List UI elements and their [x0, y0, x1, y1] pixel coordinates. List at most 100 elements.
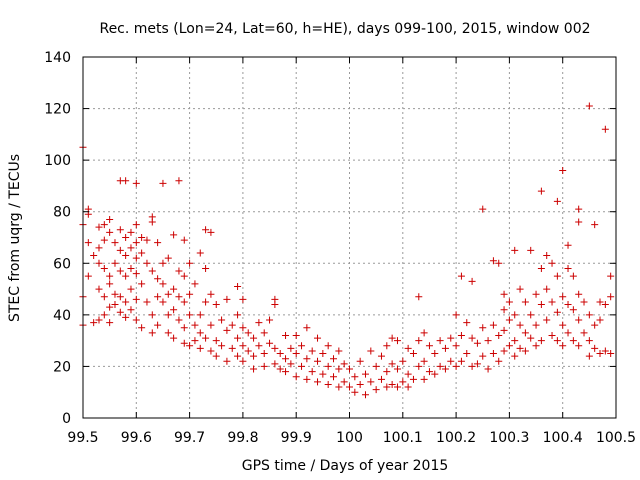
data-point	[346, 365, 353, 373]
data-point	[100, 311, 108, 319]
data-point	[569, 272, 577, 280]
data-point	[180, 298, 188, 306]
data-point	[196, 329, 204, 337]
data-point	[505, 298, 513, 306]
data-point	[111, 301, 119, 309]
data-point	[287, 344, 295, 352]
data-point	[308, 368, 316, 376]
data-point	[202, 264, 210, 272]
data-point	[335, 347, 343, 355]
data-point	[271, 344, 279, 352]
y-tick-label: 40	[53, 308, 71, 324]
data-point	[505, 342, 513, 350]
data-point	[404, 344, 412, 352]
y-tick-label: 0	[62, 411, 71, 427]
data-point	[303, 355, 311, 363]
data-point	[351, 373, 359, 381]
data-point	[116, 226, 124, 234]
data-point	[495, 259, 503, 267]
data-point	[170, 231, 178, 239]
data-point	[393, 337, 401, 345]
data-point	[234, 311, 242, 319]
data-point	[543, 252, 551, 260]
data-point	[372, 386, 380, 394]
data-point	[132, 239, 140, 247]
data-point	[537, 301, 545, 309]
data-point	[164, 254, 172, 262]
data-point	[202, 334, 210, 342]
data-point	[148, 311, 156, 319]
data-point	[90, 252, 98, 260]
data-point	[191, 337, 199, 345]
data-point	[239, 295, 247, 303]
data-point	[575, 290, 583, 298]
y-tick-label: 120	[44, 102, 71, 118]
data-point	[569, 306, 577, 314]
data-point	[180, 339, 188, 347]
data-point	[154, 239, 162, 247]
data-point	[170, 334, 178, 342]
data-point	[601, 301, 609, 309]
data-point	[324, 362, 332, 370]
data-point	[303, 324, 311, 332]
data-point	[159, 179, 167, 187]
data-point	[601, 347, 609, 355]
data-point	[196, 249, 204, 257]
data-point	[607, 293, 615, 301]
data-point	[132, 254, 140, 262]
data-point	[607, 272, 615, 280]
data-point	[559, 342, 567, 350]
data-point	[393, 365, 401, 373]
data-point	[170, 285, 178, 293]
data-point	[202, 226, 210, 234]
data-point	[415, 293, 423, 301]
data-point	[532, 321, 540, 329]
data-point	[543, 316, 551, 324]
data-point	[282, 368, 290, 376]
data-point	[585, 311, 593, 319]
data-point	[95, 285, 103, 293]
data-point	[106, 215, 114, 223]
data-point	[404, 383, 412, 391]
data-point	[511, 311, 519, 319]
data-point	[138, 324, 146, 332]
data-point	[441, 365, 449, 373]
data-point	[266, 316, 274, 324]
data-point	[276, 350, 284, 358]
data-point	[324, 342, 332, 350]
data-point	[351, 388, 359, 396]
data-point	[143, 298, 151, 306]
data-point	[116, 246, 124, 254]
data-point	[468, 334, 476, 342]
data-point	[420, 329, 428, 337]
data-point	[324, 380, 332, 388]
data-point	[180, 236, 188, 244]
data-point	[223, 326, 231, 334]
data-point	[559, 321, 567, 329]
data-point	[495, 357, 503, 365]
data-point	[287, 360, 295, 368]
data-point	[495, 331, 503, 339]
data-point	[473, 360, 481, 368]
data-point	[303, 375, 311, 383]
data-point	[100, 236, 108, 244]
data-point	[207, 347, 215, 355]
data-point	[425, 342, 433, 350]
data-point	[383, 342, 391, 350]
y-axis-label: STEC from uqrg / TECUs	[7, 154, 23, 322]
data-point	[500, 326, 508, 334]
data-point	[84, 272, 92, 280]
data-point	[196, 344, 204, 352]
data-point	[361, 370, 369, 378]
data-point	[154, 293, 162, 301]
x-tick-labels: 99.5 99.6 99.7 99.8 99.9 100 100.1 100.2 100.3 10…	[67, 430, 636, 446]
x-tick-label: 99.6	[121, 430, 152, 446]
data-point	[138, 234, 146, 241]
data-point	[180, 324, 188, 332]
data-point	[457, 272, 465, 280]
data-point	[564, 264, 572, 272]
data-point	[521, 347, 529, 355]
